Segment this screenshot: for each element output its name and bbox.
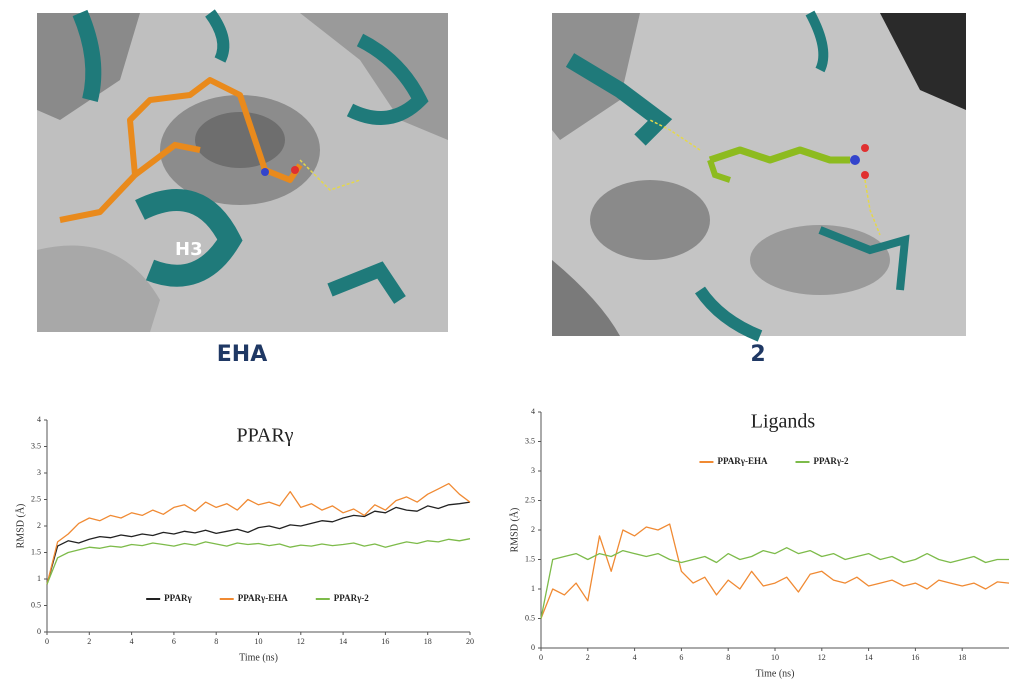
y-tick-label: 4 <box>37 415 41 424</box>
x-tick-label: 14 <box>865 653 873 662</box>
x-tick-label: 8 <box>214 637 218 646</box>
x-axis-label: Time (ns) <box>756 668 795 679</box>
chart-title: PPARγ <box>236 425 293 447</box>
y-tick-label: 0 <box>37 627 41 636</box>
x-tick-label: 2 <box>586 653 590 662</box>
helix-label: H3 <box>175 239 203 260</box>
x-tick-label: 18 <box>424 637 432 646</box>
x-tick-label: 4 <box>130 637 134 646</box>
y-tick-label: 2 <box>531 525 535 534</box>
y-tick-label: 3 <box>531 466 535 475</box>
y-axis-label: RMSD (Å) <box>508 508 520 553</box>
y-tick-label: 2.5 <box>31 494 41 503</box>
x-tick-label: 6 <box>172 637 176 646</box>
y-tick-label: 1.5 <box>31 547 41 556</box>
x-tick-label: 4 <box>633 653 637 662</box>
y-tick-label: 0 <box>531 643 535 652</box>
panel-label: 2 <box>750 342 765 367</box>
series-line <box>46 538 471 585</box>
series-line <box>540 523 1010 619</box>
x-tick-label: 20 <box>466 637 474 646</box>
x-tick-label: 8 <box>726 653 730 662</box>
legend-label: PPARγ-EHA <box>238 593 289 603</box>
x-tick-label: 0 <box>45 637 49 646</box>
x-tick-label: 16 <box>381 637 389 646</box>
docking-image-eha: H3 <box>37 9 448 332</box>
y-tick-label: 1 <box>37 574 41 583</box>
legend-label: PPARγ-2 <box>814 456 850 466</box>
x-tick-label: 10 <box>771 653 779 662</box>
y-tick-label: 2.5 <box>525 495 535 504</box>
x-tick-label: 6 <box>679 653 683 662</box>
x-tick-label: 2 <box>87 637 91 646</box>
legend-label: PPARγ-EHA <box>717 456 768 466</box>
y-tick-label: 1.5 <box>525 554 535 563</box>
docking-image-2 <box>552 10 966 342</box>
y-tick-label: 3.5 <box>31 441 41 450</box>
legend-label: PPARγ <box>164 593 192 603</box>
x-axis-label: Time (ns) <box>239 652 278 663</box>
x-tick-label: 14 <box>339 637 347 646</box>
y-tick-label: 2 <box>37 521 41 530</box>
series-line <box>46 501 471 585</box>
x-tick-label: 0 <box>539 653 543 662</box>
y-tick-label: 0.5 <box>31 600 41 609</box>
panel-label: EHA <box>217 342 267 367</box>
y-tick-label: 1 <box>531 584 535 593</box>
x-tick-label: 18 <box>958 653 966 662</box>
y-tick-label: 3 <box>37 468 41 477</box>
series-line <box>540 547 1009 619</box>
y-axis-label: RMSD (Å) <box>14 504 26 549</box>
x-tick-label: 16 <box>911 653 919 662</box>
chart-title: Ligands <box>751 411 816 433</box>
legend-label: PPARγ-2 <box>334 593 370 603</box>
x-tick-label: 10 <box>255 637 263 646</box>
x-tick-label: 12 <box>297 637 305 646</box>
y-tick-label: 3.5 <box>525 436 535 445</box>
y-tick-label: 4 <box>531 407 535 416</box>
y-tick-label: 0.5 <box>525 613 535 622</box>
x-tick-label: 12 <box>818 653 826 662</box>
series-line <box>46 482 471 585</box>
